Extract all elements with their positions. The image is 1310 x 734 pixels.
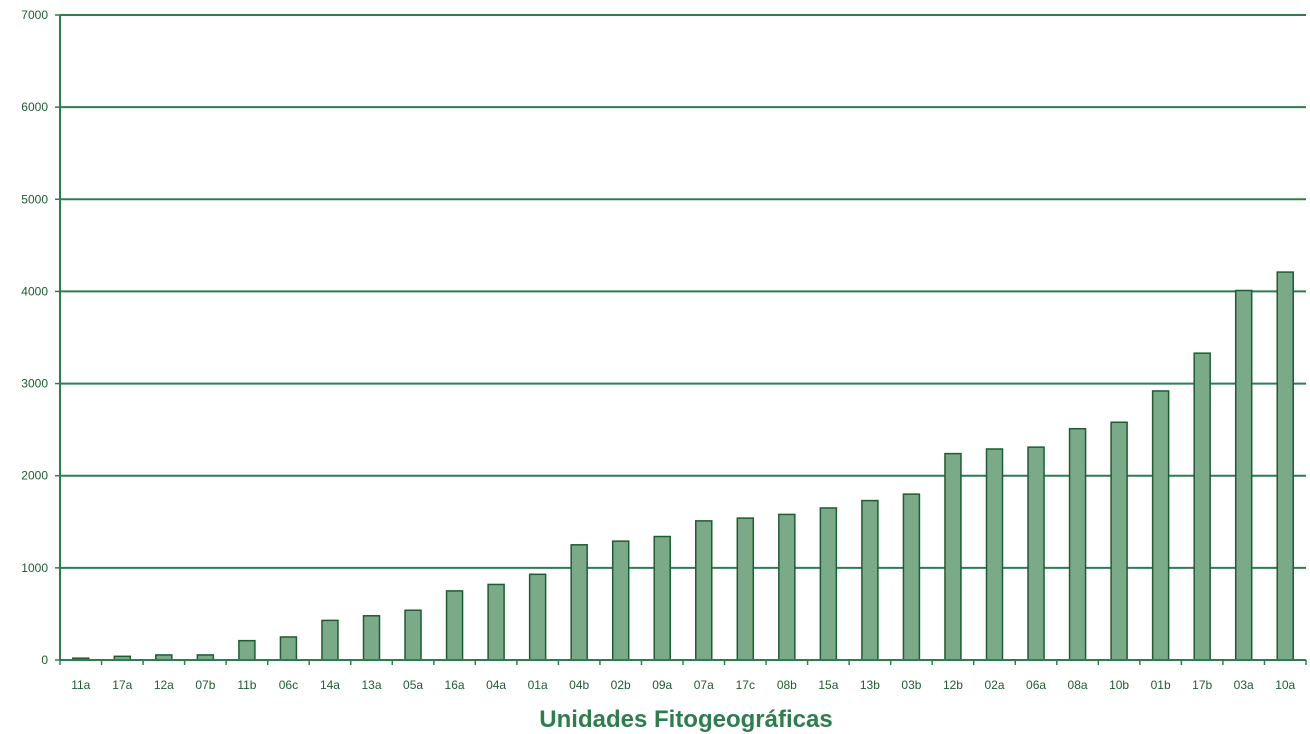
axes: [55, 14, 1307, 665]
x-tick-label: 12a: [154, 678, 174, 692]
bar-17c: [736, 517, 755, 661]
x-axis-title: Unidades Fitogeográficas: [539, 706, 832, 733]
bar-04a: [487, 583, 505, 661]
bar-10a: [1276, 271, 1294, 661]
x-tick-label: 17c: [736, 678, 755, 692]
bar-09a: [653, 535, 671, 661]
x-tick-label: 12b: [943, 678, 963, 692]
x-tick-label: 10b: [1109, 678, 1129, 692]
bar-10b: [1110, 421, 1128, 661]
x-tick-label: 08b: [777, 678, 797, 692]
y-tick-label: 4000: [21, 284, 48, 298]
x-tick-label: 15a: [818, 678, 838, 692]
bar-03a: [1234, 289, 1253, 661]
bar-15a: [819, 507, 838, 661]
bar-02a: [985, 448, 1004, 661]
bar-08b: [778, 513, 796, 661]
x-tick-label: 05a: [403, 678, 423, 692]
gridlines: [60, 14, 1306, 569]
x-tick-label: 03b: [901, 678, 921, 692]
x-tick-label: 04a: [486, 678, 506, 692]
bar-06a: [1027, 446, 1045, 661]
x-tick-label: 16a: [445, 678, 465, 692]
bar-06c: [279, 636, 298, 661]
bar-12b: [944, 452, 962, 661]
x-tick-label: 13b: [860, 678, 880, 692]
x-tick-label: 09a: [652, 678, 672, 692]
x-tick-label: 17a: [112, 678, 132, 692]
x-tick-label: 01a: [528, 678, 548, 692]
y-tick-label: 5000: [21, 192, 48, 206]
y-tick-label: 7000: [21, 8, 48, 22]
x-tick-label: 06c: [279, 678, 298, 692]
x-tick-label: 01b: [1151, 678, 1171, 692]
bar-01b: [1151, 390, 1170, 661]
y-tick-label: 1000: [21, 561, 48, 575]
x-tick-label: 02b: [611, 678, 631, 692]
x-tick-label: 11b: [237, 678, 256, 692]
bar-14a: [321, 619, 339, 661]
x-tick-label: 13a: [361, 678, 381, 692]
bar-13b: [861, 499, 879, 661]
x-tick-label: 07b: [195, 678, 215, 692]
x-tick-label: 02a: [984, 678, 1004, 692]
x-tick-label: 06a: [1026, 678, 1046, 692]
bar-16a: [445, 590, 464, 661]
y-tick-label: 6000: [21, 100, 48, 114]
y-tick-label: 2000: [21, 469, 48, 483]
bars: [72, 271, 1294, 661]
x-tick-label: 17b: [1192, 678, 1212, 692]
x-tick-labels: 11a 17a 12a 07b 11b 06c 14a 13a 05a 16a 04a 01a 04b 0…: [71, 678, 1295, 692]
x-tick-label: 11a: [71, 678, 90, 692]
x-tick-label: 14a: [320, 678, 340, 692]
bar-11b: [238, 639, 256, 661]
y-tick-label: 0: [41, 653, 48, 667]
bar-08a: [1068, 427, 1087, 661]
x-tick-label: 03a: [1234, 678, 1254, 692]
bar-02b: [611, 540, 630, 661]
x-tick-label: 04b: [569, 678, 589, 692]
bar-07a: [695, 520, 713, 661]
bar-01a: [528, 573, 547, 661]
y-tick-label: 3000: [21, 377, 48, 391]
bar-05a: [404, 609, 422, 661]
y-tick-labels: 0 1000 2000 3000 4000 5000 6000 7000: [21, 8, 48, 667]
x-tick-label: 10a: [1275, 678, 1295, 692]
bar-03b: [902, 493, 921, 661]
x-tick-label: 07a: [694, 678, 714, 692]
x-tick-label: 08a: [1068, 678, 1088, 692]
bar-17b: [1193, 352, 1211, 661]
bar-04b: [570, 544, 588, 661]
bar-13a: [362, 615, 381, 661]
